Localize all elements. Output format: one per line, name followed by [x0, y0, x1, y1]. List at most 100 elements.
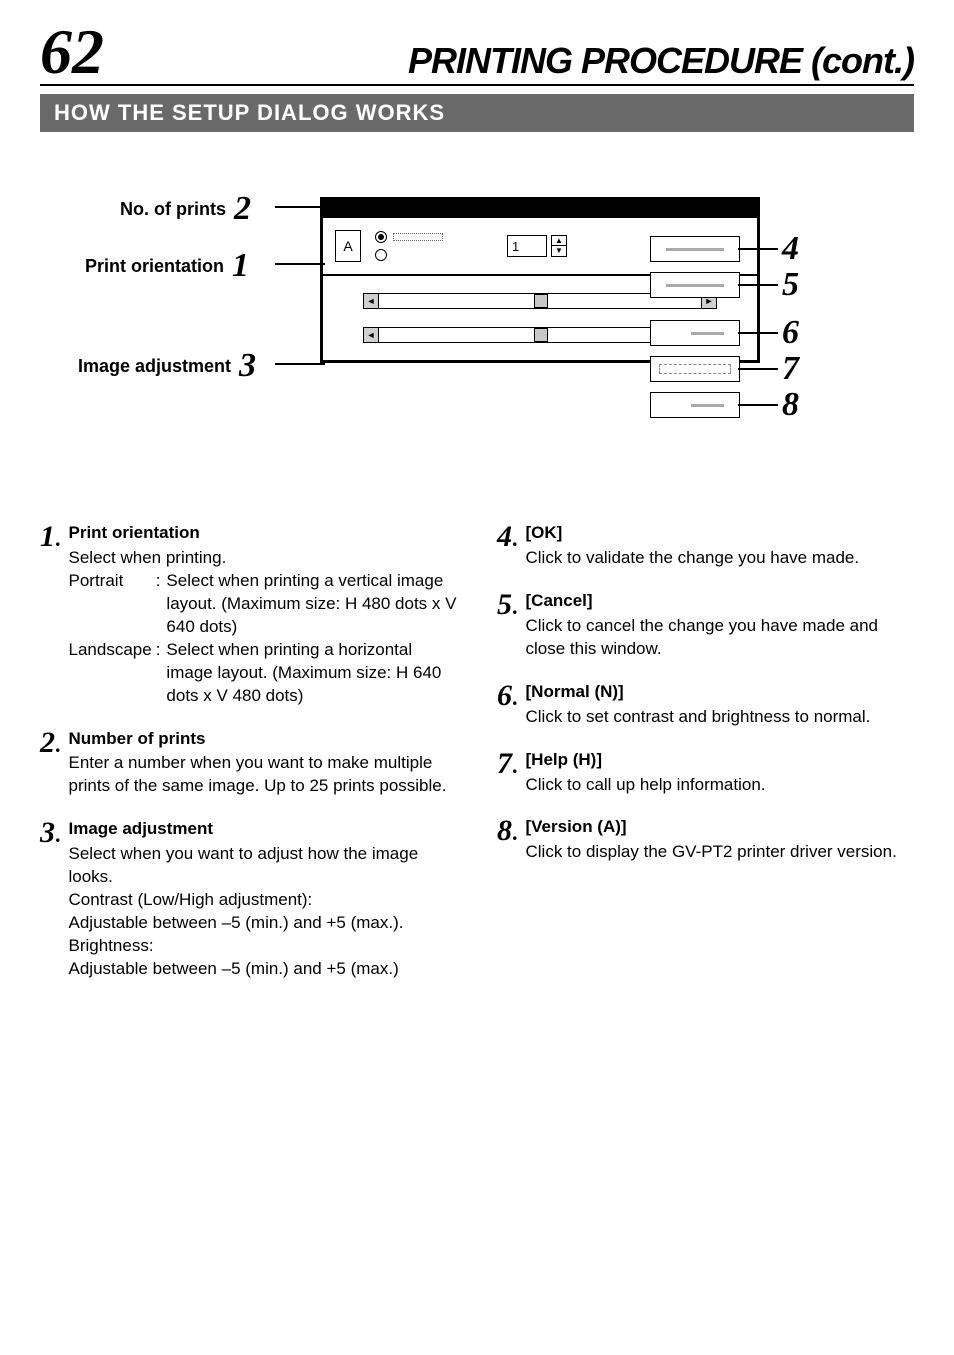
- item-text: Click to call up help information.: [526, 774, 915, 797]
- item-number-of-prints: 2. Number of prints Enter a number when …: [40, 728, 457, 799]
- button-text-placeholder: [666, 284, 724, 287]
- item-number: 2: [40, 726, 55, 759]
- setup-dialog-diagram: No. of prints 2 Print orientation 1 Imag…: [40, 192, 914, 452]
- item-dot: .: [512, 526, 518, 551]
- leader-line: [275, 363, 325, 365]
- ok-button[interactable]: [650, 236, 740, 262]
- page: 62 PRINTING PROCEDURE (cont.) HOW THE SE…: [0, 0, 954, 1061]
- item-body: [Cancel] Click to cancel the change you …: [526, 590, 915, 661]
- slider-thumb[interactable]: [534, 328, 548, 342]
- dialog-button-stack-top: [650, 236, 740, 298]
- dialog-button-stack-bottom: [650, 320, 740, 418]
- cancel-button[interactable]: [650, 272, 740, 298]
- copies-spinner[interactable]: ▲ ▼: [551, 235, 567, 257]
- copies-input[interactable]: 1: [507, 235, 547, 257]
- item-text: Click to display the GV-PT2 printer driv…: [526, 841, 915, 864]
- leader-line: [738, 284, 778, 286]
- item-number: 4: [497, 520, 512, 553]
- description-columns: 1. Print orientation Select when printin…: [40, 522, 914, 1001]
- page-number: 62: [40, 20, 104, 84]
- item-dot: .: [512, 820, 518, 845]
- item-title: [Version (A)]: [526, 816, 915, 839]
- item-title: [Normal (N)]: [526, 681, 915, 704]
- copies-group: 1 ▲ ▼: [507, 235, 567, 257]
- callout-number: 2: [234, 190, 251, 228]
- item-number: 1: [40, 520, 55, 553]
- item-number: 8: [497, 814, 512, 847]
- version-button[interactable]: [650, 392, 740, 418]
- callout-number: 1: [232, 247, 249, 285]
- page-title: PRINTING PROCEDURE (cont.): [408, 40, 914, 82]
- callout-no-of-prints: No. of prints 2: [120, 190, 251, 228]
- item-number-group: 7.: [497, 749, 518, 797]
- section-heading: HOW THE SETUP DIALOG WORKS: [40, 94, 914, 132]
- definition-list: Portrait : Select when printing a vertic…: [69, 570, 458, 708]
- orient-icon-text: A: [343, 238, 352, 254]
- item-ok: 4. [OK] Click to validate the change you…: [497, 522, 914, 570]
- item-title: [Cancel]: [526, 590, 915, 613]
- dialog-titlebar: [323, 200, 757, 218]
- spinner-down-icon[interactable]: ▼: [552, 246, 566, 256]
- callout-image-adjustment: Image adjustment 3: [78, 347, 256, 385]
- definition-key: Landscape: [69, 639, 156, 708]
- item-number: 3: [40, 816, 55, 849]
- leader-line: [738, 332, 778, 334]
- definition-value: Select when printing a vertical image la…: [166, 570, 457, 639]
- item-line: Adjustable between –5 (min.) and +5 (max…: [69, 912, 458, 935]
- item-number-group: 2.: [40, 728, 61, 799]
- item-number-group: 5.: [497, 590, 518, 661]
- leader-line: [738, 404, 778, 406]
- item-print-orientation: 1. Print orientation Select when printin…: [40, 522, 457, 708]
- slider-left-icon[interactable]: ◄: [363, 293, 379, 309]
- item-body: Print orientation Select when printing. …: [69, 522, 458, 708]
- portrait-icon: A: [335, 230, 361, 262]
- item-normal: 6. [Normal (N)] Click to set contrast an…: [497, 681, 914, 729]
- orientation-radios: [375, 231, 443, 261]
- definition-row: Portrait : Select when printing a vertic…: [69, 570, 458, 639]
- item-title: [Help (H)]: [526, 749, 915, 772]
- definition-value: Select when printing a horizontal image …: [166, 639, 457, 708]
- radio-portrait[interactable]: [375, 231, 443, 243]
- slider-left-icon[interactable]: ◄: [363, 327, 379, 343]
- item-number-group: 3.: [40, 818, 61, 981]
- item-text: Click to cancel the change you have made…: [526, 615, 915, 661]
- right-column: 4. [OK] Click to validate the change you…: [497, 522, 914, 1001]
- item-body: Image adjustment Select when you want to…: [69, 818, 458, 981]
- callout-7: 7: [782, 350, 799, 388]
- button-text-placeholder: [691, 332, 724, 335]
- item-number: 7: [497, 747, 512, 780]
- callout-number: 3: [239, 347, 256, 385]
- spinner-up-icon[interactable]: ▲: [552, 236, 566, 246]
- item-line: Brightness:: [69, 935, 458, 958]
- button-text-placeholder: [666, 248, 724, 251]
- callout-label: No. of prints: [120, 199, 226, 220]
- help-button[interactable]: [650, 356, 740, 382]
- callout-label: Image adjustment: [78, 356, 231, 377]
- item-number-group: 4.: [497, 522, 518, 570]
- item-version: 8. [Version (A)] Click to display the GV…: [497, 816, 914, 864]
- callout-print-orientation: Print orientation 1: [85, 247, 249, 285]
- item-title: Print orientation: [69, 522, 458, 545]
- item-text: Click to set contrast and brightness to …: [526, 706, 915, 729]
- item-number-group: 1.: [40, 522, 61, 708]
- colon: :: [156, 570, 167, 639]
- callout-8: 8: [782, 386, 799, 424]
- slider-thumb[interactable]: [534, 294, 548, 308]
- item-help: 7. [Help (H)] Click to call up help info…: [497, 749, 914, 797]
- button-text-placeholder: [691, 404, 724, 407]
- item-line: Select when you want to adjust how the i…: [69, 843, 458, 889]
- colon: :: [156, 639, 167, 708]
- callout-4: 4: [782, 230, 799, 268]
- item-dot: .: [512, 594, 518, 619]
- orientation-group: A: [335, 230, 443, 262]
- normal-button[interactable]: [650, 320, 740, 346]
- item-body: [Normal (N)] Click to set contrast and b…: [526, 681, 915, 729]
- item-number: 6: [497, 679, 512, 712]
- item-dot: .: [55, 822, 61, 847]
- callout-label: Print orientation: [85, 256, 224, 277]
- leader-line: [738, 248, 778, 250]
- item-text: Click to validate the change you have ma…: [526, 547, 915, 570]
- item-body: Number of prints Enter a number when you…: [69, 728, 458, 799]
- item-dot: .: [55, 732, 61, 757]
- radio-landscape[interactable]: [375, 249, 443, 261]
